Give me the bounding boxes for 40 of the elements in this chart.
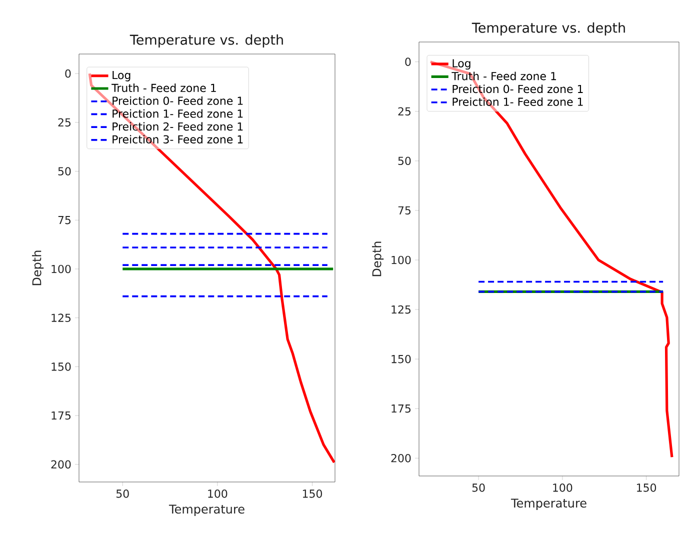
x-tick-label: 50 xyxy=(116,490,129,498)
legend-label: Log xyxy=(452,59,470,70)
legend-label: Preiction 0- Feed zone 1 xyxy=(112,96,243,105)
y-tick-label: 175 xyxy=(392,404,410,413)
y-tick-label: 100 xyxy=(392,256,411,264)
legend-label: Preiction 2- Feed zone 1 xyxy=(112,122,243,131)
x-tick-label: 100 xyxy=(553,484,572,492)
y-tick-label: 150 xyxy=(392,354,411,364)
y-tick-label: 75 xyxy=(58,216,71,224)
y-tick-label: 150 xyxy=(52,362,71,371)
legend-label: Preiction 3- Feed zone 1 xyxy=(112,134,243,144)
y-tick-label: 100 xyxy=(52,264,71,274)
y-tick-label: 25 xyxy=(398,107,411,116)
y-tick-label: 0 xyxy=(405,58,411,66)
y-tick-label: 200 xyxy=(391,454,411,462)
y-tick-label: 175 xyxy=(52,411,71,420)
legend-label: Truth - Feed zone 1 xyxy=(452,72,556,80)
y-tick-label: 125 xyxy=(392,305,410,314)
legend-label: Log xyxy=(112,71,130,82)
legend-label: Preiction 0- Feed zone 1 xyxy=(452,84,583,94)
y-axis-title: Depth xyxy=(372,242,384,276)
legend-label: Preiction 1- Feed zone 1 xyxy=(452,97,583,106)
x-axis-title: Temperature xyxy=(168,504,244,516)
legend-label: Preiction 1- Feed zone 1 xyxy=(112,109,243,118)
x-tick-label: 150 xyxy=(636,484,656,492)
legend-label: Truth - Feed zone 1 xyxy=(112,84,216,92)
y-tick-label: 125 xyxy=(52,314,71,322)
y-tick-label: 25 xyxy=(58,118,71,127)
y-tick-label: 200 xyxy=(51,460,71,469)
chart-title: Temperature vs. depth xyxy=(472,22,625,36)
x-axis-title: Temperature xyxy=(510,498,586,510)
x-tick-label: 100 xyxy=(208,490,228,498)
y-tick-label: 50 xyxy=(398,156,411,166)
y-tick-label: 75 xyxy=(398,206,411,215)
y-tick-label: 0 xyxy=(65,69,71,78)
x-tick-label: 50 xyxy=(472,484,485,492)
y-tick-label: 50 xyxy=(58,167,71,176)
y-axis-title: Depth xyxy=(32,250,44,286)
x-tick-label: 150 xyxy=(302,490,322,498)
chart-title: Temperature vs. depth xyxy=(130,34,283,48)
